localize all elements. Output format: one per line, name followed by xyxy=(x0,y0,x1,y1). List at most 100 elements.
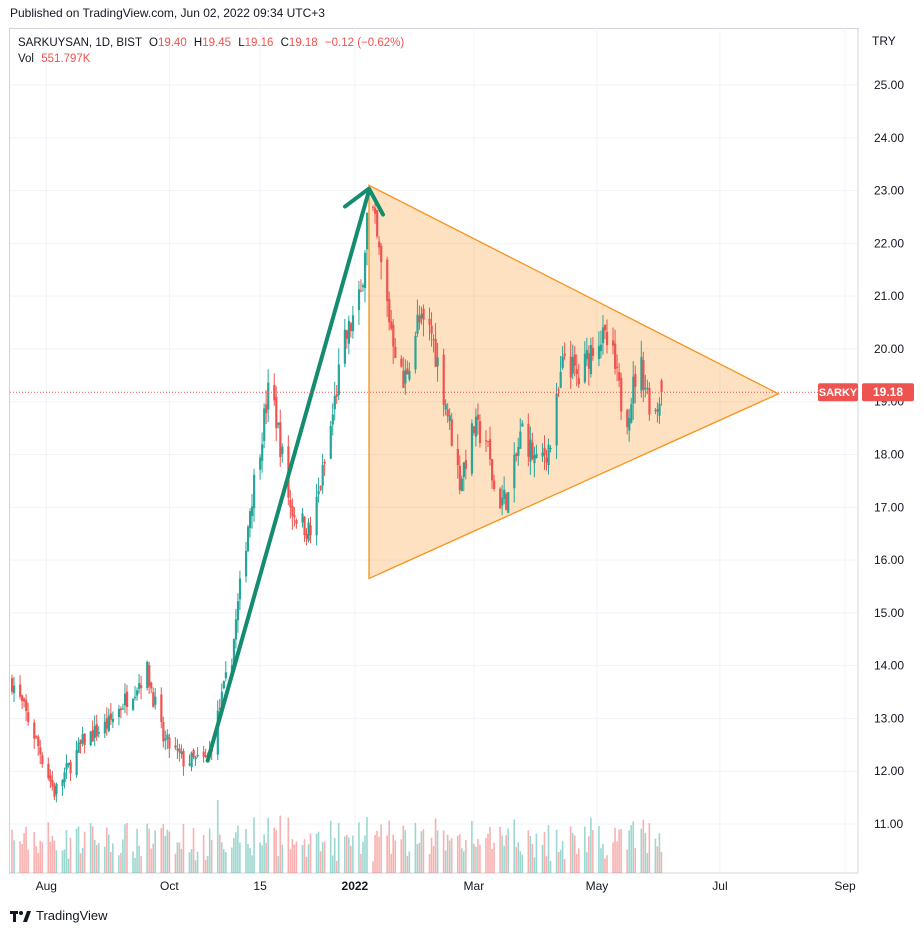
volume-bar xyxy=(19,841,21,873)
x-tick-label: Aug xyxy=(36,879,57,893)
volume-bar xyxy=(67,858,70,873)
y-tick-label: 20.00 xyxy=(874,342,904,356)
volume-bar xyxy=(118,855,120,873)
volume-bar xyxy=(408,851,411,873)
volume-bar xyxy=(37,852,40,873)
triangle-pattern xyxy=(368,184,780,580)
candle-body xyxy=(456,448,459,466)
y-tick-label: 13.00 xyxy=(874,711,904,725)
volume-bar xyxy=(97,842,100,873)
candle-body xyxy=(642,360,645,390)
volume-bar xyxy=(41,842,44,873)
volume-bar xyxy=(374,835,376,873)
candle-body xyxy=(51,780,54,787)
footer-brand[interactable]: TradingView xyxy=(10,908,108,923)
y-tick-label: 11.00 xyxy=(874,817,903,831)
volume-bar xyxy=(569,826,572,873)
candle-body xyxy=(620,377,623,412)
candle-body xyxy=(351,315,355,332)
candle-body xyxy=(293,515,296,518)
volume-bar xyxy=(618,829,620,873)
volume-bar xyxy=(648,823,651,873)
candle-body xyxy=(249,511,252,529)
volume-bar xyxy=(301,845,304,873)
volume-bar xyxy=(55,850,58,873)
candle-body xyxy=(376,210,379,237)
volume-bar xyxy=(584,826,586,873)
volume-bar xyxy=(442,830,445,873)
legend-vol: 551.797K xyxy=(41,53,91,65)
volume-bar xyxy=(148,828,150,873)
candle-body xyxy=(317,490,320,495)
volume-bar xyxy=(420,831,423,873)
legend-open-label: O xyxy=(148,37,158,49)
volume-bar xyxy=(400,839,403,873)
candle-body xyxy=(333,395,336,410)
candle-body xyxy=(246,526,250,552)
volume-bar xyxy=(588,836,590,873)
candle-body xyxy=(236,601,240,621)
volume-bar xyxy=(112,843,114,873)
candle-body xyxy=(365,212,369,250)
candle-body xyxy=(343,329,346,364)
candle-body xyxy=(527,423,530,457)
volume-bar xyxy=(600,848,602,873)
candle-body xyxy=(499,488,502,509)
volume-bar xyxy=(277,856,280,873)
candle-body xyxy=(319,485,322,490)
volume-bar xyxy=(331,855,334,873)
volume-bar xyxy=(640,828,643,873)
volume-bar xyxy=(305,856,308,873)
legend-symbol: SARKUYSAN, 1D, BIST xyxy=(18,37,142,49)
volume-bar xyxy=(309,833,312,873)
candle-body xyxy=(160,694,163,722)
candle-body xyxy=(531,442,534,459)
candle-body xyxy=(178,748,181,753)
candle-body xyxy=(577,378,580,385)
volume-bar xyxy=(21,843,23,873)
candle-body xyxy=(81,734,84,744)
volume-bar xyxy=(563,859,566,873)
candle-body xyxy=(418,315,421,323)
candle-body xyxy=(174,745,177,748)
candle-body xyxy=(259,457,262,470)
volume-bar xyxy=(218,834,221,873)
candle-body xyxy=(521,423,524,427)
published-note: Published on TradingView.com, Jun 02, 20… xyxy=(10,6,325,20)
volume-bar xyxy=(79,853,82,873)
candle-body xyxy=(138,683,141,689)
volume-bar xyxy=(247,843,249,873)
candle-body xyxy=(146,661,149,688)
candle-body xyxy=(458,465,461,490)
candle-body xyxy=(224,672,227,679)
chart-legend: SARKUYSAN, 1D, BIST O19.40 H19.45 L19.16… xyxy=(18,35,404,67)
volume-bar xyxy=(479,844,481,873)
candle-body xyxy=(464,460,468,469)
volume-bar xyxy=(281,844,284,873)
volume-bar xyxy=(531,844,534,873)
candle-body xyxy=(192,750,195,758)
volume-bar xyxy=(120,852,122,873)
candle-body xyxy=(162,722,165,742)
volume-bar xyxy=(557,852,560,873)
volume-bar xyxy=(261,845,263,873)
candle-body xyxy=(507,492,510,513)
volume-bar xyxy=(612,842,614,873)
volume-bar xyxy=(110,851,112,873)
candle-body xyxy=(107,715,111,731)
volume-bar xyxy=(61,850,64,873)
candle-body xyxy=(656,409,659,412)
volume-bar xyxy=(249,847,251,873)
candle-body xyxy=(658,403,661,416)
volume-bar xyxy=(160,828,163,873)
volume-bar xyxy=(81,847,84,873)
candle-body xyxy=(291,506,294,517)
candle-body xyxy=(275,396,278,429)
candle-body xyxy=(575,369,578,375)
candle-body xyxy=(501,497,504,506)
candle-body xyxy=(493,480,496,489)
candle-body xyxy=(517,447,520,456)
candle-body xyxy=(589,344,593,375)
y-tick-label: 18.00 xyxy=(874,448,904,462)
